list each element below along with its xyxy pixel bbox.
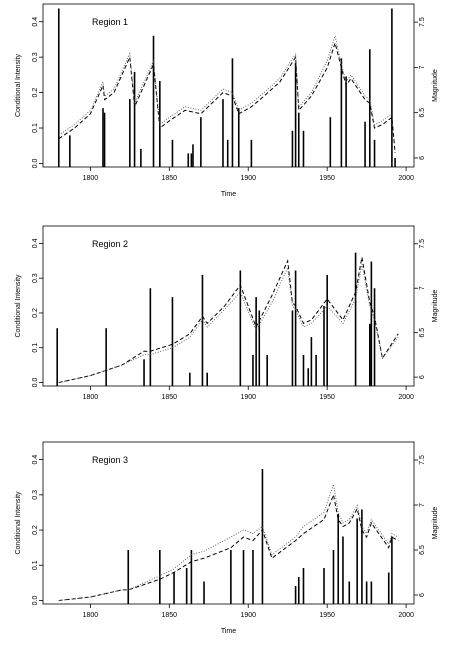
intensity-line-dotted: [58, 34, 393, 136]
y2-tick-label: 7.5: [419, 455, 426, 465]
y2-tick-label: 6.5: [419, 328, 426, 338]
x-tick-label: 1950: [319, 394, 335, 401]
y2-tick-label: 7.5: [419, 17, 426, 27]
plot-frame: [42, 441, 415, 605]
y2-axis-label: Magnitude: [432, 69, 439, 102]
y2-tick-label: 6.5: [419, 545, 426, 555]
y-tick-label: 0.1: [32, 343, 39, 353]
x-tick-label: 2000: [398, 394, 414, 401]
y-axis-label: Conditional Intensity: [15, 53, 22, 117]
panel-region-3: 0.0 0.1 0.2 0.3 0.4 6 6.5 7 7.5 1800 1850 1900 1950 2…: [15, 441, 439, 635]
region-label: Region 1: [92, 17, 128, 27]
y-tick-label: 0.0: [32, 596, 39, 606]
y2-tick-label: 7: [419, 286, 426, 290]
x-tick-label: 1950: [319, 612, 335, 619]
y-tick-label: 0.2: [32, 525, 39, 535]
plot-frame: [42, 225, 415, 387]
x-tick-label: 1900: [240, 612, 256, 619]
y-tick-label: 0.1: [32, 123, 39, 133]
y-tick-label: 0.0: [32, 378, 39, 388]
y2-tick-label: 6: [419, 593, 426, 597]
x-tick-label: 1850: [162, 175, 178, 182]
intensity-line-dotted: [58, 264, 399, 383]
x-tick-label: 1950: [319, 175, 335, 182]
x-tick-label: 1800: [83, 394, 99, 401]
x-axis-label: Time: [221, 628, 236, 635]
y2-axis-label: Magnitude: [432, 507, 439, 540]
intensity-line-dashed: [58, 257, 399, 383]
x-tick-label: 1850: [162, 394, 178, 401]
y2-tick-label: 7: [419, 503, 426, 507]
x-tick-label: 1850: [162, 612, 178, 619]
y-tick-label: 0.2: [32, 308, 39, 318]
y-axis-label: Conditional Intensity: [15, 491, 22, 555]
panel-region-2: 0.0 0.1 0.2 0.3 0.4 6 6.5 7 7.5 1800 1850 1900 1950 2…: [15, 225, 439, 401]
x-axis-label: Time: [221, 191, 236, 198]
y-tick-label: 0.3: [32, 273, 39, 283]
x-tick-label: 1800: [83, 175, 99, 182]
x-tick-label: 1900: [240, 175, 256, 182]
y-axis-label: Conditional Intensity: [15, 274, 22, 338]
x-tick-label: 2000: [398, 612, 414, 619]
y-tick-label: 0.3: [32, 52, 39, 62]
intensity-line-dotted: [58, 484, 399, 601]
y2-tick-label: 6: [419, 375, 426, 379]
x-tick-label: 2000: [398, 175, 414, 182]
y2-tick-label: 7.5: [419, 239, 426, 249]
y2-tick-label: 6.5: [419, 108, 426, 118]
y-tick-label: 0.4: [32, 455, 39, 465]
x-tick-label: 1800: [83, 612, 99, 619]
x-tick-label: 1900: [240, 394, 256, 401]
y-tick-label: 0.0: [32, 158, 39, 168]
region-label: Region 2: [92, 239, 128, 249]
intensity-line-dashed: [58, 41, 396, 153]
y-tick-label: 0.4: [32, 17, 39, 27]
y-tick-label: 0.3: [32, 490, 39, 500]
region-label: Region 3: [92, 455, 128, 465]
y-tick-label: 0.2: [32, 88, 39, 98]
y2-tick-label: 6: [419, 156, 426, 160]
y2-axis-label: Magnitude: [432, 290, 439, 323]
y-tick-label: 0.1: [32, 560, 39, 570]
y-tick-label: 0.4: [32, 238, 39, 248]
panel-region-1: 0.0 0.1 0.2 0.3 0.4 6 6.5 7 7.5 1800 1850 1900 1950 2…: [15, 3, 439, 198]
intensity-line-dashed: [58, 492, 399, 601]
y2-tick-label: 7: [419, 65, 426, 69]
